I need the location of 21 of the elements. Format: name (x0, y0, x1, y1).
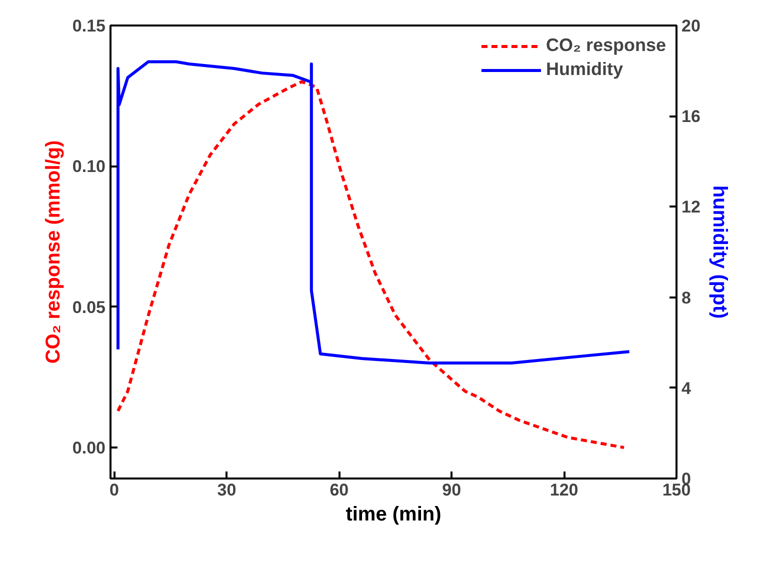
x-axis-title: time (min) (346, 504, 442, 526)
x-tick-label: 90 (442, 480, 462, 500)
y2-tick-label: 8 (682, 288, 691, 308)
y2-tick-label: 16 (682, 107, 700, 126)
legend-label: CO₂ response (546, 35, 666, 56)
y-tick-label: 0.10 (72, 157, 106, 176)
y2-tick-label: 20 (682, 16, 700, 36)
y2-axis-title: humidity (ppt) (708, 185, 730, 319)
x-tick-label: 60 (330, 480, 349, 500)
line-series (116, 60, 631, 364)
x-tick-label: 30 (217, 480, 236, 500)
legend-label: Humidity (546, 59, 623, 80)
y-tick-label: 0.15 (72, 16, 106, 36)
line-series (116, 80, 626, 450)
x-tick-label: 0 (110, 480, 119, 500)
y-tick-label: 0.00 (72, 438, 106, 458)
y-tick-label: 0.05 (72, 298, 106, 317)
x-tick-label: 120 (550, 480, 578, 500)
y-axis-title: CO₂ response (mmol/g) (42, 140, 64, 364)
y2-tick-label: 4 (682, 378, 692, 398)
y2-tick-label: 12 (682, 198, 700, 217)
